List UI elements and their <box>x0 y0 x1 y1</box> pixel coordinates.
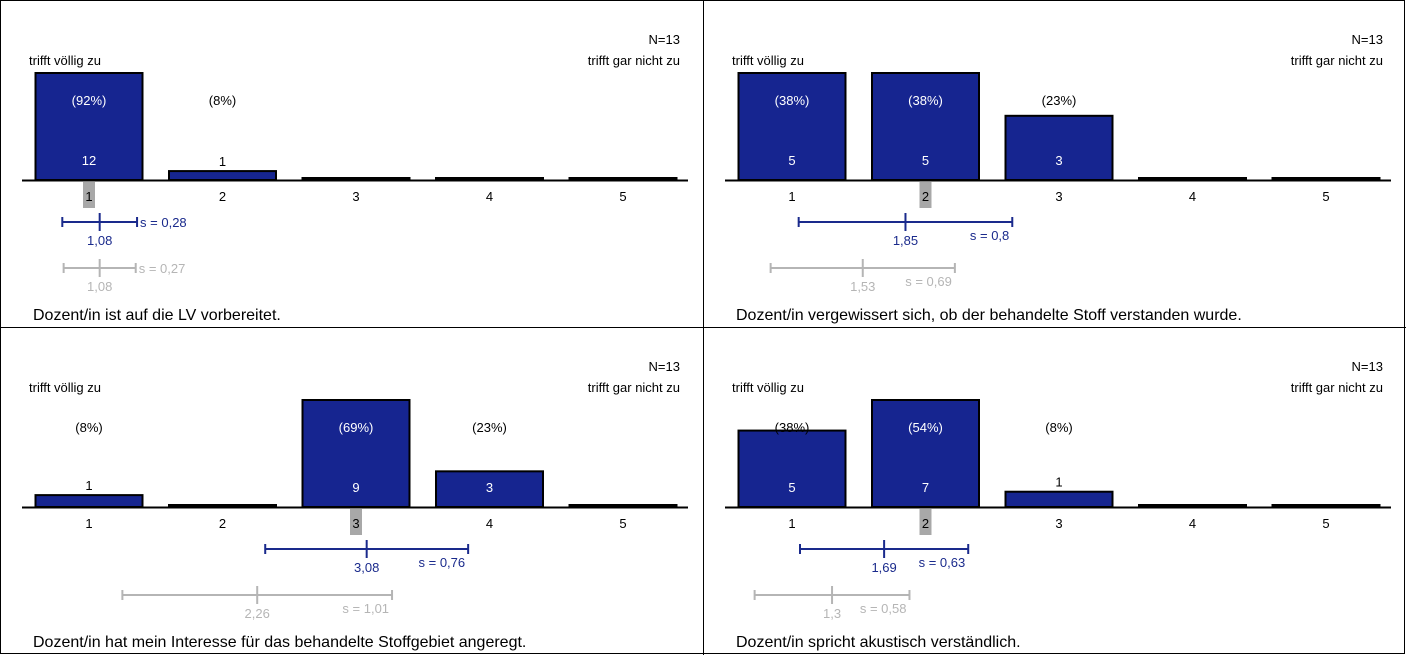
mean-value-label: 1,69 <box>871 560 896 575</box>
sample-size-label: N=13 <box>649 32 680 47</box>
bar-3 <box>1004 490 1114 508</box>
chart-panel-3: N=13 trifft völlig zu trifft gar nicht zu 1… <box>22 359 688 651</box>
scale-right-label: trifft gar nicht zu <box>588 380 680 395</box>
scale-left-label: trifft völlig zu <box>29 53 101 68</box>
previous-mean-sd-label: s = 0,69 <box>905 274 952 289</box>
x-tick-label-2: 2 <box>922 516 929 531</box>
x-tick-label-5: 5 <box>619 189 626 204</box>
previous-mean-sd-label: s = 1,01 <box>342 601 389 616</box>
bar-count-label-3: 3 <box>1055 153 1062 168</box>
question-text: Dozent/in vergewissert sich, ob der beha… <box>736 307 1242 324</box>
x-tick-label-3: 3 <box>1055 516 1062 531</box>
scale-left-label: trifft völlig zu <box>732 53 804 68</box>
x-tick-label-3: 3 <box>352 516 359 531</box>
scale-right-label: trifft gar nicht zu <box>1291 380 1383 395</box>
bar-count-label-3: 1 <box>1055 475 1062 490</box>
bar-percent-label-2: (38%) <box>908 93 943 108</box>
bar-percent-label-2: (8%) <box>209 93 236 108</box>
median-marker <box>350 509 362 535</box>
mean-sd-label: s = 0,28 <box>140 215 187 230</box>
bar-1 <box>737 429 847 508</box>
bar-2 <box>168 170 277 181</box>
question-text: Dozent/in ist auf die LV vorbereitet. <box>33 307 281 324</box>
bar-count-label-1: 5 <box>788 153 795 168</box>
x-tick-label-2: 2 <box>922 189 929 204</box>
bar-percent-label-3: (8%) <box>1045 420 1072 435</box>
scale-right-label: trifft gar nicht zu <box>588 53 680 68</box>
bar-count-label-1: 12 <box>82 153 96 168</box>
chart-panel-1: N=13 trifft völlig zu trifft gar nicht zu 1… <box>22 32 688 324</box>
question-text: Dozent/in spricht akustisch verständlich… <box>736 634 1021 651</box>
x-tick-label-4: 4 <box>1189 189 1196 204</box>
bar-count-label-1: 1 <box>85 478 92 493</box>
median-marker <box>919 509 932 535</box>
bar-3 <box>301 399 411 508</box>
x-tick-label-1: 1 <box>85 189 92 204</box>
bar-percent-label-4: (23%) <box>472 420 507 435</box>
previous-mean-sd-label: s = 0,27 <box>139 261 186 276</box>
bar-percent-label-1: (8%) <box>75 420 102 435</box>
x-tick-label-5: 5 <box>619 516 626 531</box>
bar-count-label-1: 5 <box>788 480 795 495</box>
mean-sd-label: s = 0,76 <box>419 555 466 570</box>
bar-2 <box>871 72 980 181</box>
median-marker <box>919 182 932 208</box>
bar-count-label-2: 5 <box>922 153 929 168</box>
previous-mean-value-label: 1,53 <box>850 279 875 294</box>
x-tick-label-1: 1 <box>788 516 795 531</box>
previous-mean-value-label: 1,08 <box>87 279 112 294</box>
bar-percent-label-3: (23%) <box>1042 93 1077 108</box>
bar-count-label-4: 3 <box>486 480 493 495</box>
bar-percent-label-1: (38%) <box>775 420 810 435</box>
x-tick-label-5: 5 <box>1322 189 1329 204</box>
previous-mean-value-label: 2,26 <box>245 606 270 621</box>
bar-3 <box>1004 114 1114 181</box>
mean-sd-label: s = 0,8 <box>970 228 1009 243</box>
mean-value-label: 3,08 <box>354 560 379 575</box>
x-tick-label-4: 4 <box>1189 516 1196 531</box>
x-tick-label-1: 1 <box>788 189 795 204</box>
x-tick-label-1: 1 <box>85 516 92 531</box>
bar-percent-label-1: (38%) <box>775 93 810 108</box>
bar-count-label-2: 7 <box>922 480 929 495</box>
bar-1 <box>34 494 144 509</box>
x-tick-label-2: 2 <box>219 516 226 531</box>
sample-size-label: N=13 <box>1352 359 1383 374</box>
x-tick-label-5: 5 <box>1322 516 1329 531</box>
bar-percent-label-2: (54%) <box>908 420 943 435</box>
chart-panel-4: N=13 trifft völlig zu trifft gar nicht zu 5… <box>725 359 1391 651</box>
median-marker <box>83 182 95 208</box>
bar-count-label-2: 1 <box>219 154 226 169</box>
scale-left-label: trifft völlig zu <box>732 380 804 395</box>
question-text: Dozent/in hat mein Interesse für das beh… <box>33 634 526 651</box>
sample-size-label: N=13 <box>649 359 680 374</box>
x-tick-label-3: 3 <box>1055 189 1062 204</box>
sample-size-label: N=13 <box>1352 32 1383 47</box>
bar-2 <box>871 399 980 508</box>
scale-right-label: trifft gar nicht zu <box>1291 53 1383 68</box>
chart-panel-2: N=13 trifft völlig zu trifft gar nicht zu 5… <box>725 32 1391 324</box>
previous-mean-sd-label: s = 0,58 <box>860 601 907 616</box>
bar-percent-label-1: (92%) <box>72 93 107 108</box>
mean-value-label: 1,85 <box>893 233 918 248</box>
mean-sd-label: s = 0,63 <box>919 555 966 570</box>
x-tick-label-4: 4 <box>486 189 493 204</box>
previous-mean-value-label: 1,3 <box>823 606 841 621</box>
x-tick-label-4: 4 <box>486 516 493 531</box>
bar-percent-label-3: (69%) <box>339 420 374 435</box>
x-tick-label-2: 2 <box>219 189 226 204</box>
bar-1 <box>34 72 144 181</box>
mean-value-label: 1,08 <box>87 233 112 248</box>
bar-1 <box>737 72 847 181</box>
x-tick-label-3: 3 <box>352 189 359 204</box>
scale-left-label: trifft völlig zu <box>29 380 101 395</box>
bar-count-label-3: 9 <box>352 480 359 495</box>
